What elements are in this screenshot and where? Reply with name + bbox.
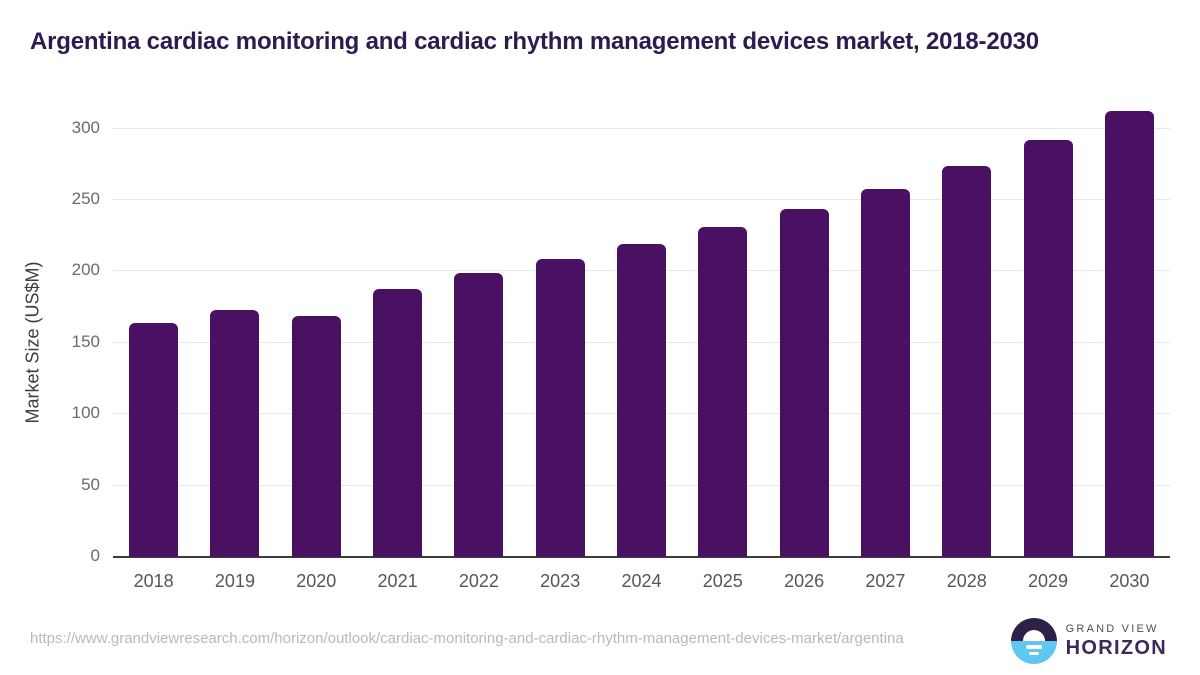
bar-2029	[1023, 140, 1073, 557]
bar-2020	[291, 315, 341, 557]
grand-view-horizon-logo: GRAND VIEW HORIZON	[1010, 618, 1167, 664]
x-tick-label: 2020	[296, 571, 337, 591]
bar-2024	[617, 244, 666, 557]
y-tick-label: 100	[71, 403, 100, 423]
x-axis-line	[113, 556, 1170, 558]
bar-2030	[1104, 111, 1154, 557]
y-tick-label: 300	[71, 117, 100, 137]
y-axis-title-label: Market Size (US$M)	[22, 261, 43, 424]
logo-reflection-line-2	[1028, 652, 1039, 655]
logo-sun-shape	[1022, 630, 1045, 641]
logo-sky-half	[1010, 618, 1057, 641]
plot-area: 0 50 100 150 200 250 300 2018 2019 2020 2021 2022 20…	[72, 100, 1170, 591]
logo-text: GRAND VIEW HORIZON	[1066, 623, 1167, 660]
bar-2027	[860, 188, 910, 557]
x-tick-label: 2030	[1109, 571, 1150, 591]
logo-reflection-line-1	[1025, 645, 1042, 649]
bar-2023	[535, 258, 585, 557]
x-tick-label: 2029	[1028, 571, 1069, 591]
x-tick-label: 2023	[540, 571, 581, 591]
y-tick-label: 150	[71, 331, 100, 351]
bar-2019	[210, 309, 260, 557]
x-tick-label: 2022	[458, 571, 499, 591]
x-tick-label: 2025	[702, 571, 743, 591]
brand-name-top: GRAND VIEW	[1065, 622, 1159, 635]
horizon-sun-icon	[1010, 618, 1057, 664]
bar-2025	[698, 227, 748, 557]
bar-2026	[779, 208, 829, 557]
y-tick-label: 0	[90, 546, 100, 565]
x-tick-label: 2028	[946, 571, 987, 591]
y-tick-label: 200	[71, 260, 100, 280]
x-tick-label: 2024	[621, 571, 662, 591]
bar-2021	[373, 288, 423, 557]
x-tick-label: 2021	[377, 571, 418, 591]
gridline	[113, 198, 1170, 200]
x-tick-label: 2027	[865, 571, 906, 591]
y-tick-label: 250	[71, 188, 100, 208]
y-axis-title: Market Size (US$M)	[10, 128, 56, 557]
brand-name-bottom: HORIZON	[1065, 636, 1167, 659]
bar-2028	[942, 165, 992, 557]
bar-2018	[129, 322, 179, 557]
gridline	[113, 127, 1170, 129]
page-title: Argentina cardiac monitoring and cardiac…	[30, 28, 1039, 55]
y-tick-label: 50	[81, 474, 100, 494]
x-tick-label: 2026	[784, 571, 825, 591]
source-url: https://www.grandviewresearch.com/horizo…	[30, 630, 904, 647]
bar-2022	[454, 272, 504, 557]
x-tick-label: 2018	[133, 571, 174, 591]
x-tick-label: 2019	[214, 571, 255, 591]
